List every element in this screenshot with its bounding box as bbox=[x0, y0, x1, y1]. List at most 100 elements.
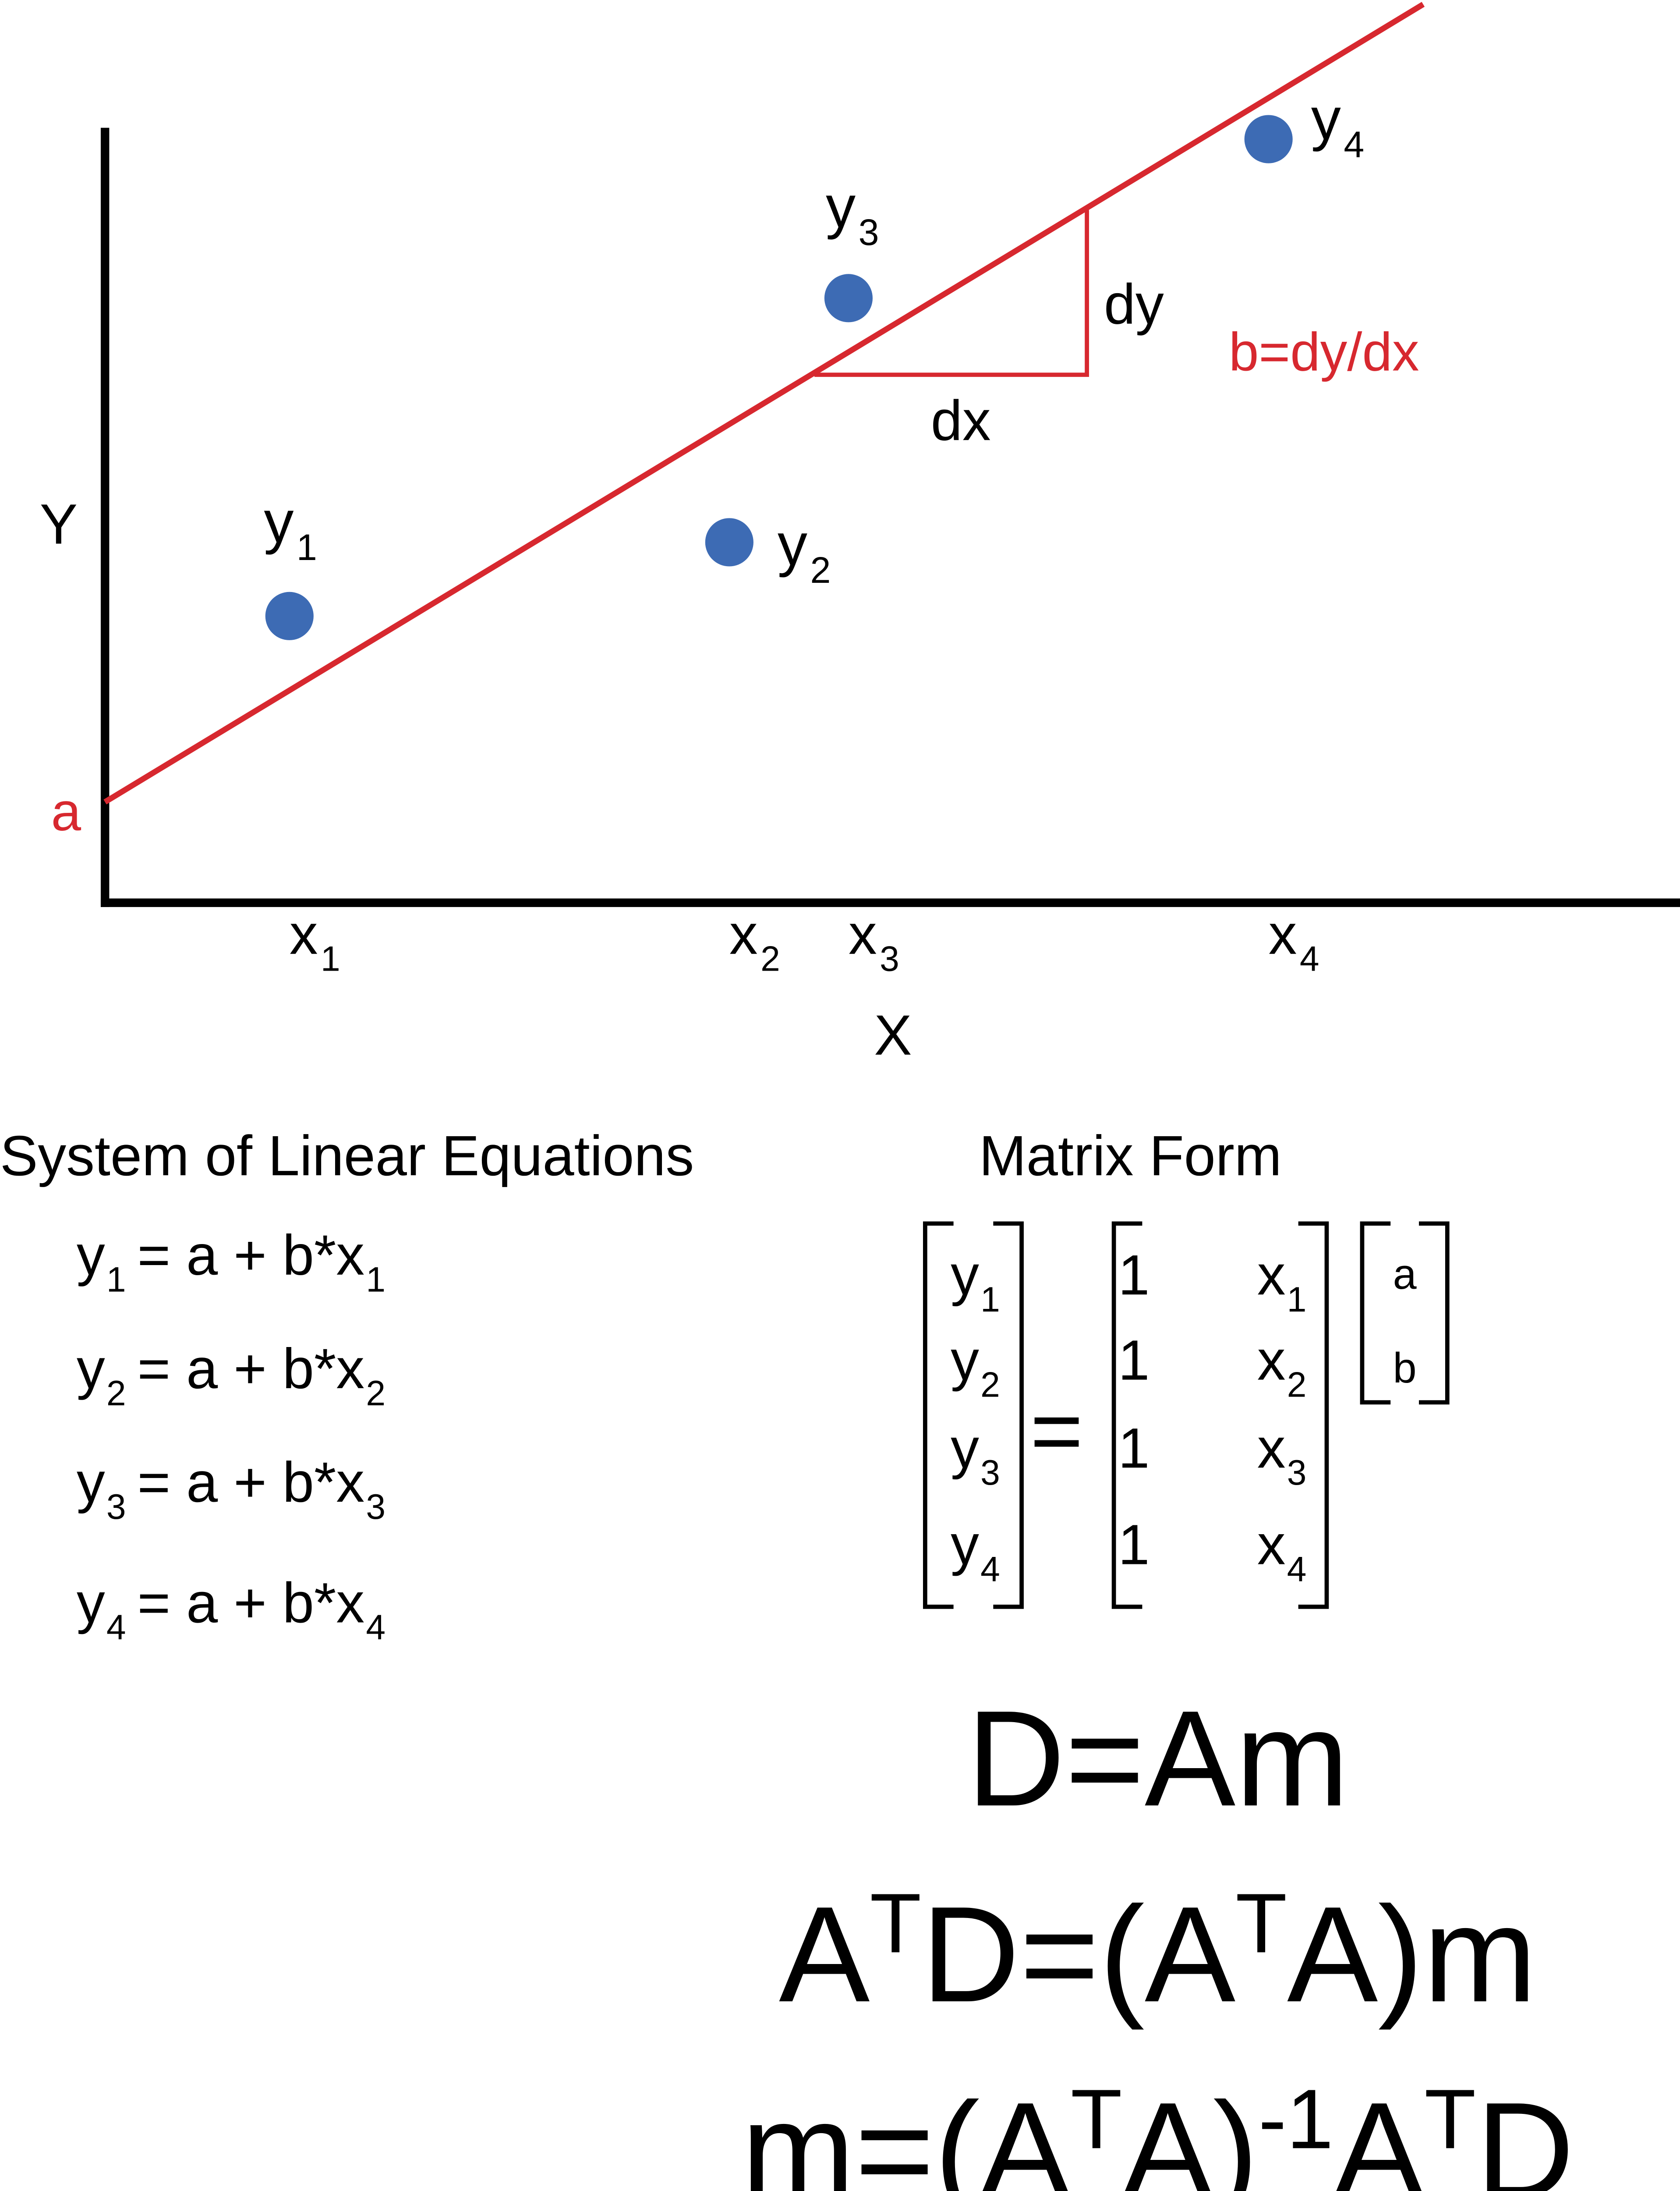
text-part: x bbox=[849, 903, 877, 966]
bracket bbox=[1360, 1221, 1391, 1405]
sub: 1 bbox=[1287, 1280, 1307, 1319]
text-part: = bbox=[1030, 1379, 1083, 1481]
text-part: X bbox=[874, 1004, 912, 1067]
y-axis-label: Y bbox=[40, 493, 78, 556]
sup: T bbox=[1071, 2071, 1122, 2166]
text-part: y bbox=[951, 1514, 979, 1577]
text-part: m=(A bbox=[741, 2074, 1071, 2191]
text-part: b=dy/dx bbox=[1229, 323, 1419, 383]
text-part: 1 bbox=[1118, 1514, 1149, 1577]
equation: y 2 = a + b*x 2 bbox=[77, 1337, 386, 1413]
equals-sign: = bbox=[1030, 1379, 1083, 1481]
matrix-brackets bbox=[923, 1221, 1450, 1609]
text-part: = a + b*x bbox=[138, 1337, 365, 1400]
sub: 4 bbox=[366, 1608, 386, 1647]
section-title: System of Linear Equations bbox=[0, 1124, 694, 1188]
text-part: x bbox=[729, 903, 758, 966]
text-part: 1 bbox=[1118, 1244, 1149, 1307]
bracket bbox=[1111, 1221, 1142, 1609]
text-part: x bbox=[1257, 1417, 1286, 1480]
data-point bbox=[1244, 115, 1293, 163]
sub: 3 bbox=[1287, 1453, 1307, 1493]
sub: 1 bbox=[366, 1260, 386, 1300]
slope-label: b=dy/dx bbox=[1229, 323, 1419, 383]
text-part: y bbox=[77, 1337, 105, 1400]
x-axis-label: X bbox=[874, 1004, 912, 1067]
sub: 4 bbox=[1344, 124, 1364, 165]
data-point bbox=[265, 592, 314, 640]
bracket bbox=[923, 1221, 954, 1609]
text-part: 1 bbox=[1118, 1329, 1149, 1392]
dy-label: dy bbox=[1104, 273, 1164, 336]
intercept-label: a bbox=[51, 782, 81, 842]
text-part: x bbox=[1257, 1329, 1286, 1392]
text-part: b bbox=[1393, 1344, 1417, 1392]
sub: 3 bbox=[859, 212, 879, 253]
sub: 1 bbox=[106, 1260, 126, 1300]
sub: 2 bbox=[810, 550, 831, 591]
text-part: y bbox=[826, 173, 856, 240]
sub: 2 bbox=[366, 1374, 386, 1413]
text-part: dx bbox=[931, 389, 991, 452]
sub: 4 bbox=[1287, 1549, 1307, 1589]
equation: y 1 = a + b*x 1 bbox=[77, 1224, 386, 1300]
sub: 3 bbox=[980, 1453, 1000, 1493]
text-part: a bbox=[1393, 1250, 1417, 1298]
text-part: = a + b*x bbox=[138, 1224, 365, 1287]
sub: 1 bbox=[980, 1280, 1000, 1319]
text-part: x bbox=[1257, 1244, 1286, 1307]
text-part: x bbox=[1269, 903, 1297, 966]
equation: y 3 = a + b*x 3 bbox=[77, 1451, 386, 1527]
text-part: y bbox=[77, 1571, 105, 1634]
text-part: D=(A bbox=[921, 1878, 1236, 2031]
text-part: D bbox=[1476, 2074, 1574, 2191]
sub: 3 bbox=[366, 1487, 386, 1527]
text-part: y bbox=[951, 1417, 979, 1480]
section-title: Matrix Form bbox=[979, 1124, 1282, 1188]
sub: 2 bbox=[760, 940, 780, 979]
formula: m=(ATA)-1ATD bbox=[741, 2071, 1574, 2191]
text-part: = a + b*x bbox=[138, 1571, 365, 1634]
sub: 2 bbox=[1287, 1365, 1307, 1404]
text-part: y bbox=[1311, 85, 1341, 152]
slope-triangle bbox=[814, 210, 1089, 377]
text-part: a bbox=[51, 782, 81, 842]
matrix-entry: b bbox=[1393, 1344, 1417, 1392]
matrix-entry: 1 bbox=[1118, 1244, 1149, 1307]
text-part: A bbox=[1333, 2074, 1425, 2191]
text-part: Matrix Form bbox=[979, 1124, 1282, 1188]
text-part: x bbox=[290, 903, 318, 966]
sub: 3 bbox=[880, 940, 899, 979]
sup: T bbox=[1424, 2071, 1476, 2166]
sub: 4 bbox=[106, 1608, 126, 1647]
sup: -1 bbox=[1259, 2071, 1333, 2166]
text-part: y bbox=[264, 488, 294, 555]
sub: 1 bbox=[297, 527, 317, 568]
data-point bbox=[705, 518, 753, 567]
text-part: A bbox=[779, 1878, 870, 2030]
bracket bbox=[993, 1221, 1024, 1609]
sup: T bbox=[870, 1875, 921, 1970]
text-part: y bbox=[778, 511, 807, 578]
sub: 3 bbox=[106, 1487, 126, 1527]
text-part: y bbox=[77, 1224, 105, 1287]
formula: ATD=(ATA)m bbox=[779, 1875, 1537, 2031]
text-part: Y bbox=[40, 493, 78, 556]
sub: 2 bbox=[980, 1365, 1000, 1404]
